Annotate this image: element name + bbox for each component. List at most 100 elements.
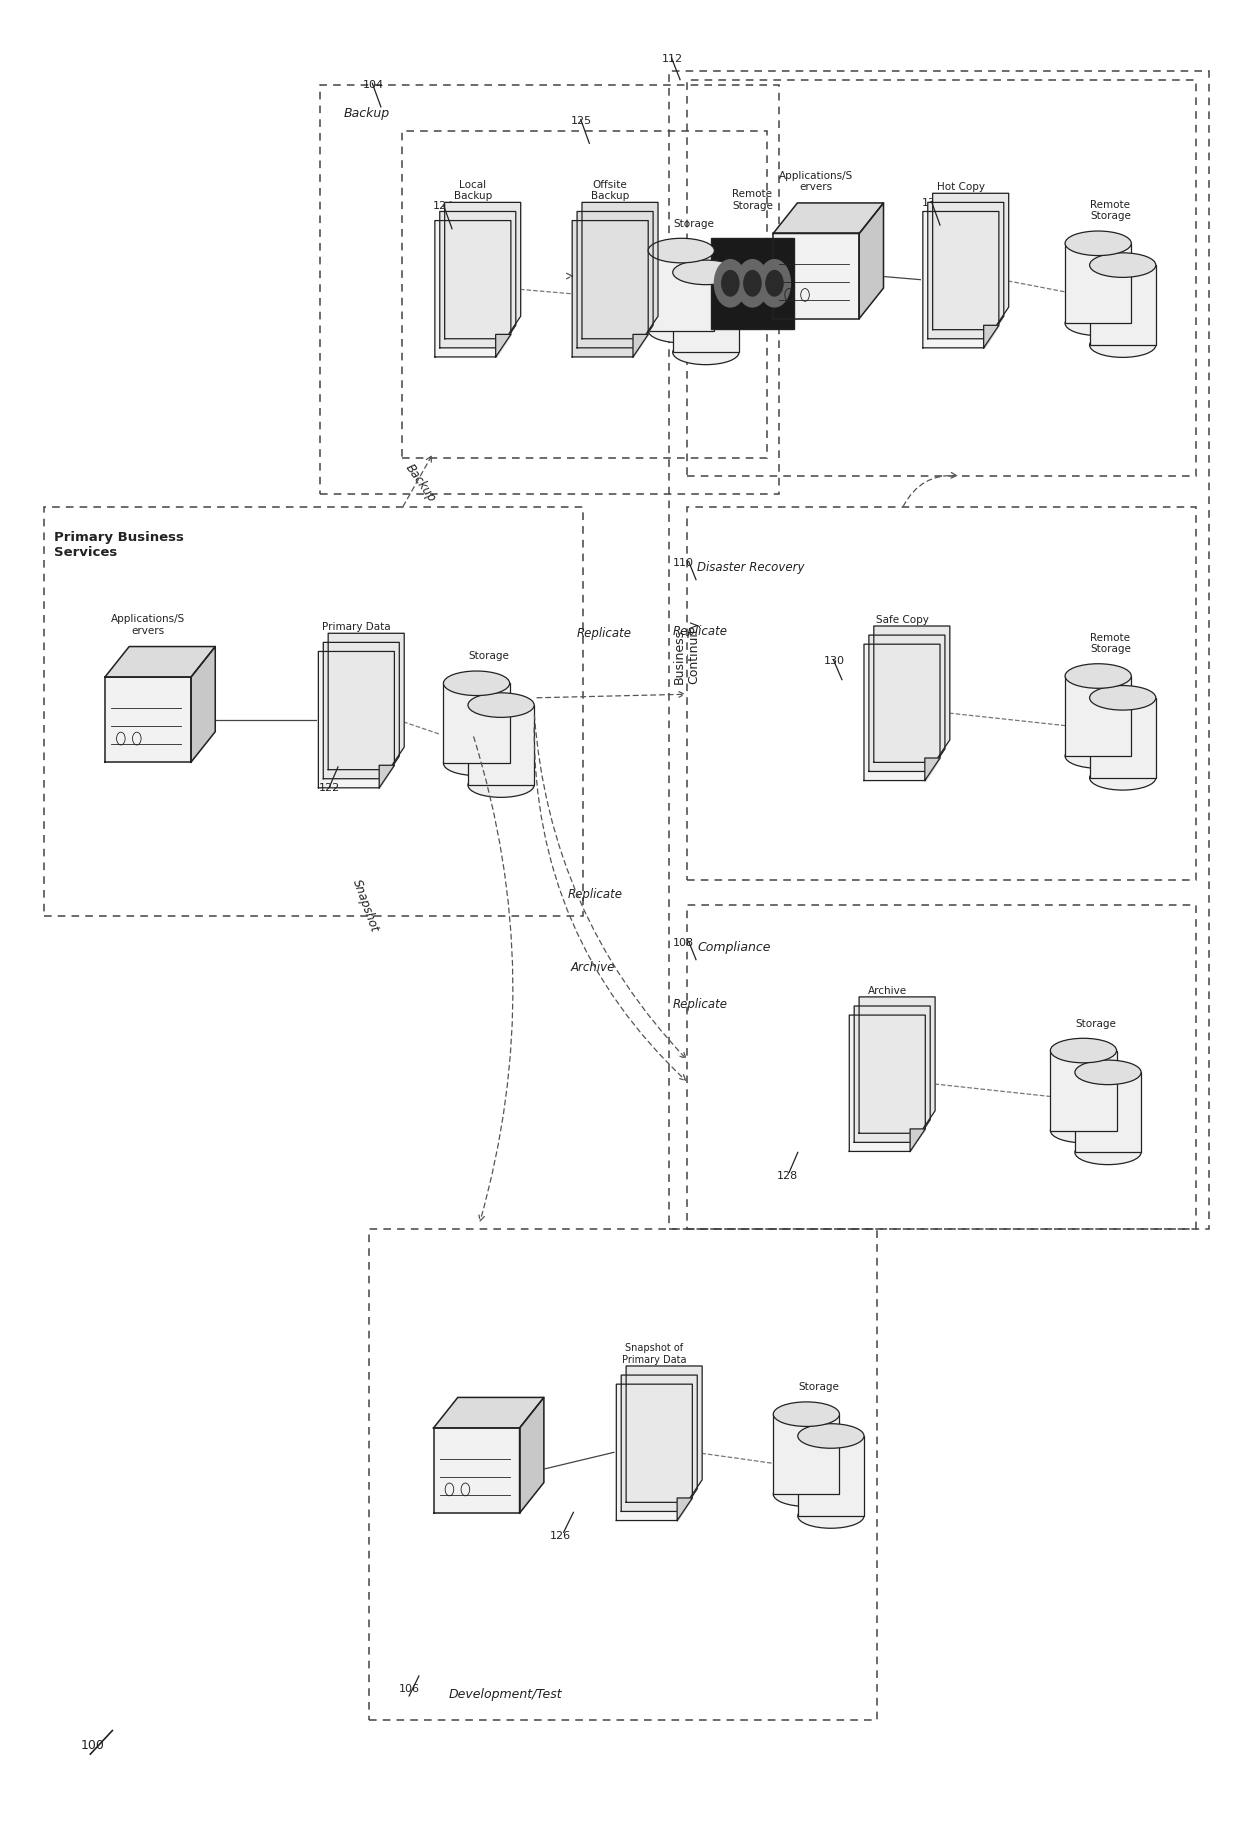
Polygon shape (440, 211, 516, 348)
Polygon shape (520, 1398, 544, 1513)
Polygon shape (616, 1385, 692, 1521)
Ellipse shape (467, 773, 534, 797)
Polygon shape (774, 203, 883, 233)
Text: Disaster Recovery: Disaster Recovery (697, 561, 805, 575)
Polygon shape (864, 645, 940, 780)
Ellipse shape (1090, 766, 1156, 790)
Polygon shape (626, 1367, 702, 1502)
Circle shape (759, 260, 790, 308)
Ellipse shape (1050, 1118, 1116, 1143)
FancyBboxPatch shape (1090, 698, 1156, 779)
Circle shape (722, 271, 739, 297)
Polygon shape (379, 766, 394, 788)
Ellipse shape (673, 260, 739, 284)
Text: Hot Copy: Hot Copy (937, 183, 985, 192)
Ellipse shape (1075, 1061, 1141, 1085)
Text: Archive: Archive (868, 986, 906, 997)
Ellipse shape (1090, 333, 1156, 357)
FancyBboxPatch shape (467, 705, 534, 786)
Polygon shape (983, 326, 999, 348)
FancyBboxPatch shape (1090, 266, 1156, 344)
Polygon shape (105, 678, 191, 762)
Polygon shape (435, 220, 511, 357)
Circle shape (714, 260, 746, 308)
Text: Archive: Archive (570, 962, 615, 975)
Polygon shape (496, 335, 511, 357)
Text: Remote
Storage: Remote Storage (1090, 632, 1131, 654)
Polygon shape (577, 211, 653, 348)
Ellipse shape (797, 1423, 864, 1449)
Polygon shape (910, 1129, 925, 1152)
Text: Business
Continuity: Business Continuity (673, 621, 701, 685)
Text: Replicate: Replicate (567, 889, 622, 901)
Text: Backup: Backup (345, 106, 391, 119)
Ellipse shape (1050, 1039, 1116, 1063)
Polygon shape (632, 335, 649, 357)
Text: Replicate: Replicate (577, 627, 632, 639)
Text: 104: 104 (362, 79, 383, 90)
FancyBboxPatch shape (1075, 1072, 1141, 1152)
Text: Storage: Storage (1075, 1019, 1116, 1030)
Polygon shape (932, 194, 1008, 330)
Ellipse shape (673, 341, 739, 365)
Polygon shape (869, 636, 945, 771)
Polygon shape (191, 647, 216, 762)
Text: 132: 132 (921, 198, 942, 207)
Ellipse shape (1075, 1140, 1141, 1165)
Ellipse shape (1065, 231, 1131, 256)
Polygon shape (925, 758, 940, 780)
FancyBboxPatch shape (711, 238, 794, 328)
Text: 126: 126 (551, 1530, 572, 1541)
Text: 100: 100 (81, 1739, 104, 1753)
Text: Development/Test: Development/Test (449, 1689, 562, 1702)
FancyBboxPatch shape (1065, 676, 1131, 757)
Text: Storage: Storage (469, 652, 510, 661)
Polygon shape (105, 647, 216, 678)
Polygon shape (859, 997, 935, 1134)
Ellipse shape (444, 671, 510, 696)
FancyBboxPatch shape (673, 273, 739, 352)
Polygon shape (445, 202, 521, 339)
Polygon shape (582, 202, 658, 339)
Ellipse shape (797, 1504, 864, 1528)
Text: Primary Business
Services: Primary Business Services (53, 531, 184, 559)
Ellipse shape (444, 751, 510, 775)
Circle shape (744, 271, 761, 297)
Ellipse shape (649, 238, 714, 262)
Text: Storage: Storage (673, 218, 714, 229)
Text: 112: 112 (662, 55, 683, 64)
Polygon shape (324, 643, 399, 779)
Text: Replicate: Replicate (673, 998, 728, 1011)
Ellipse shape (1090, 685, 1156, 711)
Text: 106: 106 (399, 1684, 420, 1695)
Text: Applications/S
ervers: Applications/S ervers (779, 170, 853, 192)
Polygon shape (923, 211, 999, 348)
Text: Replicate: Replicate (673, 625, 728, 638)
Text: 122: 122 (319, 784, 340, 793)
Text: 110: 110 (673, 557, 693, 568)
Text: Local
Backup: Local Backup (454, 180, 492, 202)
Text: Safe Copy: Safe Copy (875, 616, 929, 625)
Polygon shape (677, 1499, 692, 1521)
Polygon shape (434, 1427, 520, 1513)
Text: 108: 108 (673, 938, 694, 947)
Polygon shape (572, 220, 649, 357)
Polygon shape (849, 1015, 925, 1152)
Polygon shape (319, 652, 394, 788)
Circle shape (737, 260, 769, 308)
Ellipse shape (649, 319, 714, 343)
Text: Storage: Storage (799, 1383, 839, 1392)
Text: 124: 124 (433, 202, 454, 211)
Text: Compliance: Compliance (697, 942, 771, 954)
Text: Snapshot of
Primary Data: Snapshot of Primary Data (622, 1343, 687, 1365)
FancyBboxPatch shape (797, 1436, 864, 1515)
FancyBboxPatch shape (649, 251, 714, 330)
Text: Remote
Storage: Remote Storage (1090, 200, 1131, 222)
Polygon shape (874, 627, 950, 762)
Text: 130: 130 (823, 656, 844, 667)
FancyBboxPatch shape (1050, 1050, 1116, 1130)
Ellipse shape (1090, 253, 1156, 277)
Text: Remote
Storage: Remote Storage (732, 189, 773, 211)
Polygon shape (859, 203, 883, 319)
Ellipse shape (774, 1401, 839, 1427)
